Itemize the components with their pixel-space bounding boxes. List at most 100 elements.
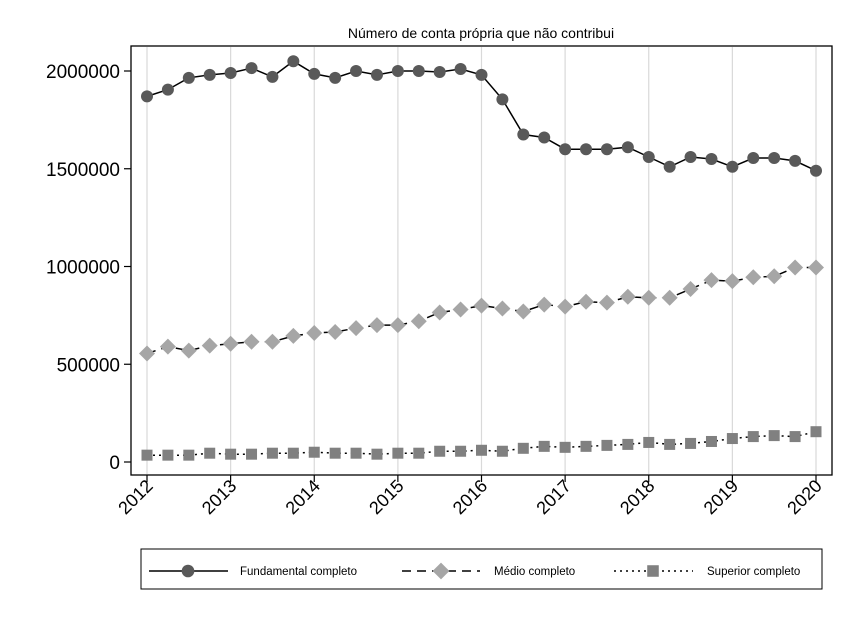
legend: Fundamental completo Médio completo Superi… xyxy=(140,548,823,590)
data-point xyxy=(473,297,490,314)
data-point xyxy=(559,441,571,453)
data-point xyxy=(224,66,237,79)
data-point xyxy=(204,447,216,459)
x-tick-label: 2012 xyxy=(114,476,156,518)
data-point xyxy=(434,445,446,457)
data-point xyxy=(159,338,176,355)
x-tick-label: 2015 xyxy=(365,476,407,518)
x-tick-label: 2020 xyxy=(783,476,825,518)
data-point xyxy=(348,320,365,337)
data-point xyxy=(161,83,174,96)
legend-label: Médio completo xyxy=(494,566,575,578)
data-point xyxy=(536,296,553,313)
data-point xyxy=(139,345,155,362)
y-axis: 0 500000 1000000 1500000 2000000 xyxy=(46,62,131,474)
data-point xyxy=(182,71,195,84)
y-tick-label: 1000000 xyxy=(46,258,120,279)
data-point xyxy=(371,448,383,460)
data-point xyxy=(724,273,741,290)
data-point xyxy=(787,259,804,276)
data-point xyxy=(452,301,469,318)
data-point xyxy=(308,446,320,458)
data-point xyxy=(201,337,218,354)
data-point xyxy=(682,280,699,297)
y-tick-label: 500000 xyxy=(57,355,120,376)
data-point xyxy=(684,151,697,164)
data-point xyxy=(768,430,780,442)
legend-marker xyxy=(647,565,659,577)
data-point xyxy=(222,335,239,352)
series-diamond xyxy=(139,259,824,362)
data-point xyxy=(431,304,448,321)
data-point xyxy=(789,431,801,443)
data-point xyxy=(306,324,323,341)
data-point xyxy=(538,131,551,144)
data-point xyxy=(455,445,467,457)
data-point xyxy=(203,68,216,81)
data-point xyxy=(454,63,467,76)
data-point xyxy=(538,440,550,452)
x-tick-label: 2019 xyxy=(700,476,742,518)
legend-item: Superior completo xyxy=(614,565,800,578)
data-point xyxy=(246,448,258,460)
data-point xyxy=(619,288,636,305)
data-point xyxy=(412,65,425,77)
legend-item: Fundamental completo xyxy=(149,564,357,578)
series-layer xyxy=(139,55,824,461)
x-tick-label: 2016 xyxy=(449,476,491,518)
data-point xyxy=(640,289,657,306)
data-point xyxy=(726,160,739,173)
data-point xyxy=(768,151,781,164)
data-point xyxy=(621,141,634,154)
data-point xyxy=(601,439,613,451)
data-point xyxy=(433,65,446,78)
data-point xyxy=(225,448,237,460)
data-point xyxy=(705,152,718,165)
data-point xyxy=(476,444,487,456)
data-point xyxy=(285,327,302,344)
data-point xyxy=(410,313,427,330)
data-point xyxy=(642,151,655,164)
chart-title: Número de conta própria que não contribu… xyxy=(348,25,614,41)
x-axis: 2012 2013 2014 2015 2016 2017 2018 2019 2020 xyxy=(114,475,826,518)
data-point xyxy=(413,447,425,459)
legend-marker xyxy=(181,564,195,578)
series-circle xyxy=(141,55,822,177)
data-point xyxy=(808,259,824,276)
data-point xyxy=(162,449,174,461)
data-point xyxy=(557,298,574,315)
data-point xyxy=(264,333,281,350)
data-point xyxy=(308,67,321,80)
data-point xyxy=(515,303,532,320)
data-point xyxy=(580,440,592,452)
data-point xyxy=(329,447,341,459)
data-point xyxy=(580,143,593,156)
data-point xyxy=(685,437,697,449)
data-point xyxy=(664,438,676,450)
data-point xyxy=(789,154,802,167)
data-point xyxy=(663,160,676,173)
data-point xyxy=(475,68,488,81)
data-point xyxy=(496,93,509,106)
data-point xyxy=(141,449,153,461)
series-square xyxy=(141,426,822,461)
legend-frame xyxy=(140,548,823,590)
data-point xyxy=(141,90,153,103)
data-point xyxy=(370,68,383,81)
data-point xyxy=(389,317,406,334)
series-line xyxy=(147,430,817,456)
data-point xyxy=(559,143,572,156)
data-point xyxy=(810,164,822,177)
legend-marker xyxy=(432,562,450,580)
data-point xyxy=(747,151,760,164)
data-point xyxy=(391,65,404,77)
data-point xyxy=(183,449,195,461)
data-point xyxy=(517,128,530,141)
vertical-grid xyxy=(146,47,817,474)
data-point xyxy=(287,55,300,68)
data-point xyxy=(726,433,738,445)
data-point xyxy=(327,323,344,340)
data-point xyxy=(643,436,655,448)
data-point xyxy=(747,431,759,443)
